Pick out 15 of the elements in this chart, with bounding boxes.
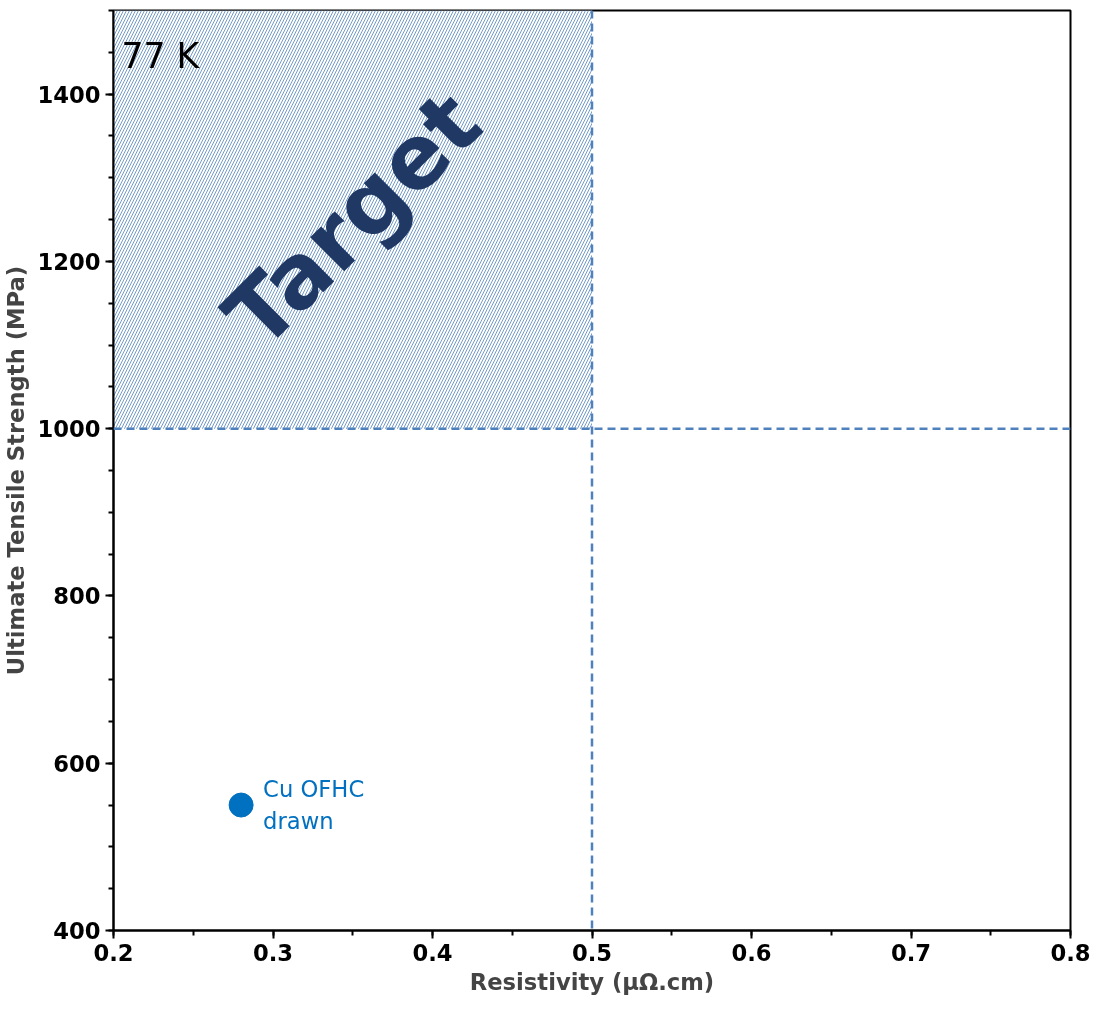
x-tick-label: 0.6 — [731, 939, 772, 966]
y-tick-label: 1200 — [37, 248, 101, 275]
y-axis-title: Ultimate Tensile Strength (MPa) — [3, 265, 30, 676]
annotation: 77 K — [121, 35, 201, 76]
y-tick-label: 600 — [53, 750, 101, 777]
x-tick-label: 0.7 — [890, 939, 932, 966]
annotation: Cu OFHC drawn — [263, 776, 365, 834]
x-tick-label: 0.8 — [1050, 939, 1091, 966]
y-tick-label: 800 — [53, 583, 101, 610]
x-tick-label: 0.5 — [571, 939, 613, 966]
x-tick-label: 0.4 — [412, 939, 453, 966]
y-tick-label: 1400 — [37, 81, 101, 108]
x-tick-label: 0.3 — [252, 939, 294, 966]
x-axis-title: Resistivity (µΩ.cm) — [469, 968, 715, 995]
y-tick-label: 1000 — [37, 416, 101, 443]
